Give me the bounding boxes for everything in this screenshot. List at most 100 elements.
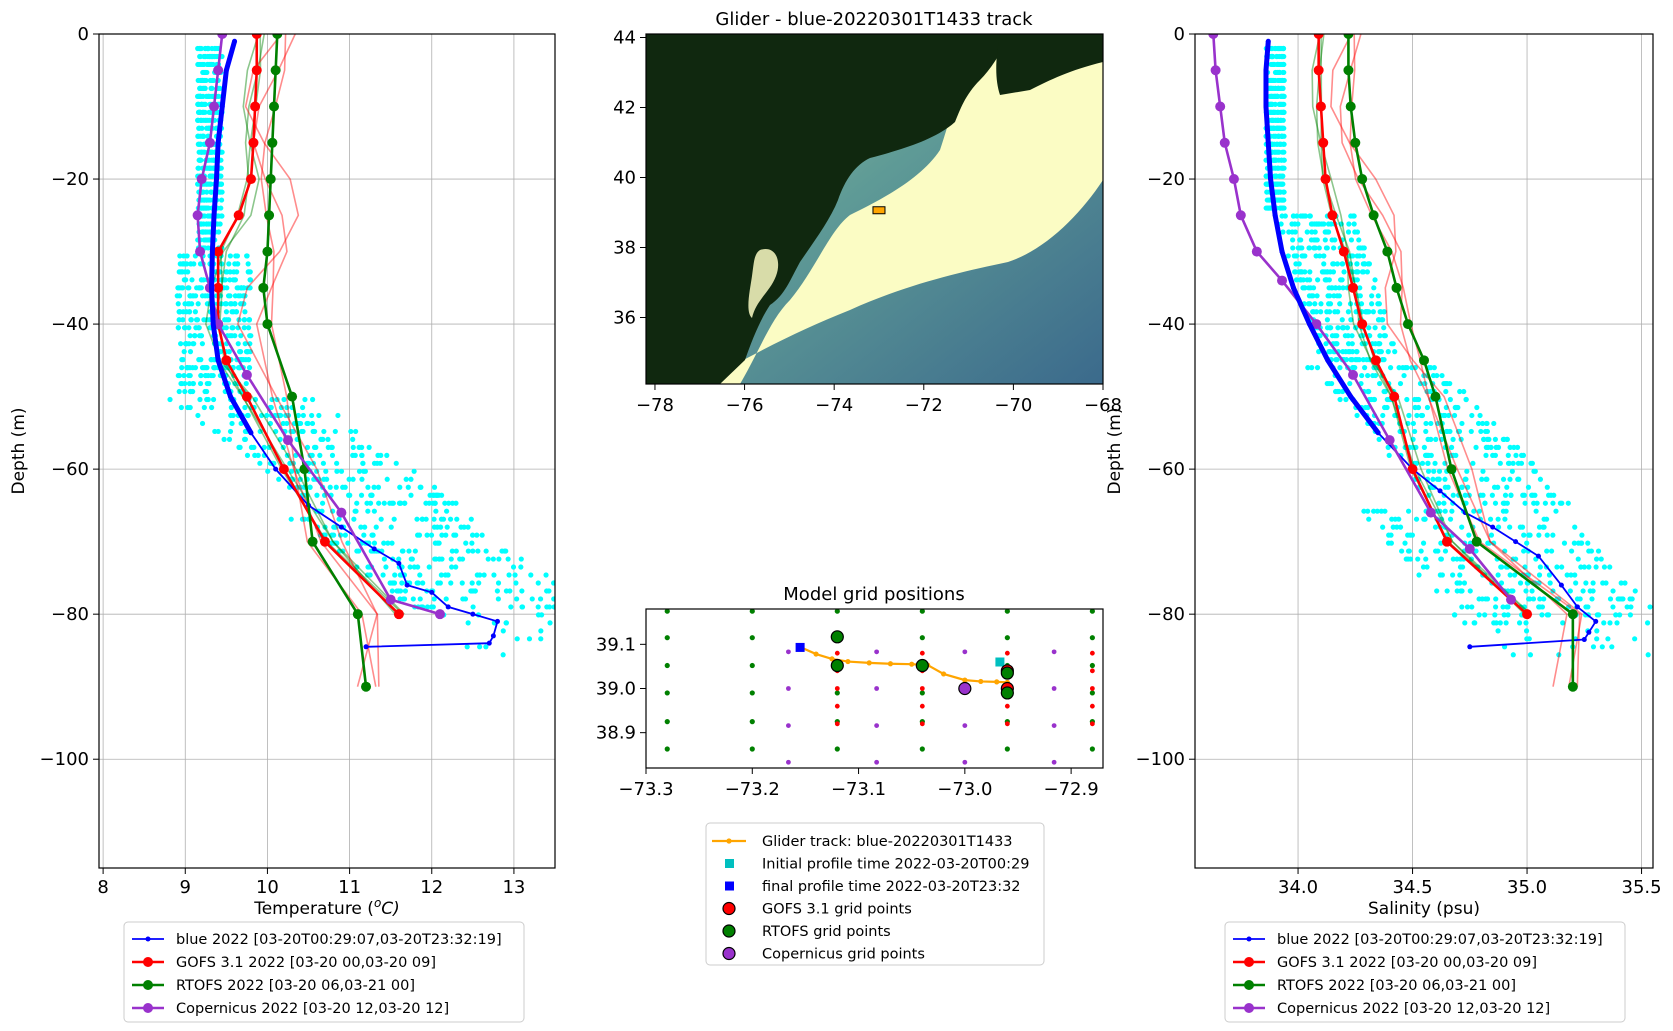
salinity-cyan-dot: [1547, 580, 1553, 586]
salinity-cyan-dot: [1356, 237, 1362, 243]
salinity-cyan-dot: [1507, 572, 1513, 578]
salinity-cyan-dot: [1365, 388, 1371, 395]
temperature-cyan-dot: [207, 93, 213, 99]
salinity-cyan-dot: [1424, 388, 1431, 395]
temperature-cyan-dot: [453, 548, 459, 554]
copernicus-grid-dot: [874, 723, 880, 728]
salinity-cyan-dot: [1627, 596, 1633, 602]
salinity-cyan-dot: [1377, 309, 1383, 315]
salinity-cyan-dot: [1529, 460, 1535, 466]
t-series-point-0: [363, 644, 369, 650]
salinity-cyan-dot: [1559, 500, 1565, 506]
temperature-cyan-dot: [448, 580, 454, 586]
salinity-cyan-dot: [1500, 500, 1506, 506]
s-series-point-2: [1567, 681, 1578, 692]
salinity-cyan-dot: [1286, 229, 1292, 235]
temperature-cyan-dot: [345, 540, 351, 546]
temperature-cyan-dot: [247, 341, 253, 347]
temperature-cyan-dot: [381, 500, 387, 506]
temperature-cyan-dot: [222, 317, 228, 323]
salinity-cyan-dot: [1483, 476, 1489, 482]
map-ytick-label: 42: [613, 98, 636, 119]
glider-track-point: [940, 671, 947, 677]
temperature-cyan-dot: [175, 325, 181, 331]
s-xtick-label: 35.0: [1507, 877, 1547, 898]
temperature-cyan-dot: [223, 309, 230, 315]
temperature-panel: 8 9 10 11 12 13 0 −20 −40 −60 −80 −100 Temperature…: [9, 24, 571, 919]
temperature-cyan-dot: [526, 636, 533, 642]
salinity-cyan-dot: [1522, 500, 1528, 506]
salinity-cyan-dot: [1480, 468, 1486, 474]
s-series-point-3: [1235, 210, 1246, 221]
temperature-cyan-dot: [204, 229, 210, 235]
salinity-cyan-dot: [1444, 380, 1450, 387]
temperature-cyan-dot: [414, 580, 420, 586]
gofs-grid-dot: [1089, 703, 1095, 709]
salinity-cyan-dot: [1433, 436, 1439, 442]
salinity-cyan-dot: [1466, 492, 1472, 498]
copernicus-grid-dot: [874, 649, 880, 655]
salinity-cyan-dot: [1426, 492, 1432, 498]
temperature-cyan-dot: [175, 301, 181, 307]
temperature-cyan-dot: [206, 237, 212, 243]
temperature-cyan-dot: [437, 580, 443, 586]
temperature-cyan-dot: [237, 349, 243, 355]
salinity-cyan-dot: [1372, 325, 1378, 331]
temperature-cyan-dot: [535, 604, 541, 610]
temperature-cyan-dot: [311, 444, 318, 450]
temperature-cyan-dot: [491, 572, 497, 578]
salinity-cyan-dot: [1341, 269, 1347, 275]
salinity-cyan-dot: [1455, 428, 1462, 435]
salinity-cyan-dot: [1443, 388, 1449, 395]
salinity-cyan-dot: [1475, 420, 1482, 427]
temperature-cyan-dot: [202, 372, 209, 379]
temperature-cyan-dot: [335, 412, 341, 419]
temperature-cyan-dot: [334, 468, 340, 474]
s-series-point-1: [1318, 137, 1329, 148]
temperature-cyan-dot: [230, 277, 236, 283]
salinity-cyan-dot: [1333, 357, 1339, 363]
temperature-cyan-dot: [329, 444, 335, 450]
temperature-cyan-dot: [496, 556, 502, 562]
temperature-cyan-dot: [177, 253, 183, 259]
temperature-cyan-dot: [566, 596, 571, 601]
rtofs-grid-dot: [664, 719, 670, 725]
copernicus-grid-dot: [786, 686, 791, 691]
salinity-cyan-dot: [1520, 492, 1526, 498]
temperature-cyan-dot: [238, 333, 244, 339]
temperature-cyan-dot: [551, 596, 555, 602]
salinity-cyan-dot: [1461, 580, 1468, 586]
salinity-cyan-dot: [1371, 285, 1377, 291]
temperature-cyan-dot: [246, 365, 253, 371]
s-ensemble-line: [1339, 34, 1583, 687]
grid-xtick-label: −73.0: [937, 779, 992, 800]
temperature-cyan-dot: [245, 325, 252, 331]
salinity-cyan-dot: [1405, 508, 1412, 514]
temperature-cyan-dot: [283, 412, 289, 419]
salinity-cyan-dot: [1281, 149, 1287, 155]
salinity-cyan-dot: [1335, 325, 1341, 331]
temperature-cyan-dot: [346, 476, 352, 482]
temperature-cyan-dot: [508, 604, 514, 610]
s-series-point-1: [1441, 536, 1452, 547]
salinity-cyan-dot: [1501, 612, 1507, 618]
temperature-cyan-dot: [242, 404, 248, 411]
grid-xtick-label: −73.2: [725, 779, 780, 800]
salinity-cyan-dot: [1446, 412, 1452, 419]
temperature-cyan-dot: [360, 460, 366, 466]
salinity-xlabel: Salinity (psu): [1368, 899, 1480, 919]
temperature-cyan-dot: [381, 556, 387, 562]
temperature-cyan-dot: [347, 492, 353, 498]
temperature-cyan-dot: [328, 540, 335, 546]
salinity-cyan-dot: [1487, 516, 1494, 522]
salinity-cyan-dot: [1389, 516, 1395, 522]
temperature-cyan-dot: [182, 261, 188, 267]
t-series-point-0: [371, 546, 377, 552]
salinity-cyan-dot: [1321, 253, 1327, 259]
salinity-cyan-dot: [1590, 644, 1597, 650]
salinity-cyan-dot: [1545, 612, 1552, 618]
temperature-cyan-dot: [228, 301, 235, 307]
salinity-cyan-dot: [1482, 612, 1488, 618]
final-profile-marker: [795, 642, 805, 652]
temperature-cyan-dot: [310, 396, 316, 403]
